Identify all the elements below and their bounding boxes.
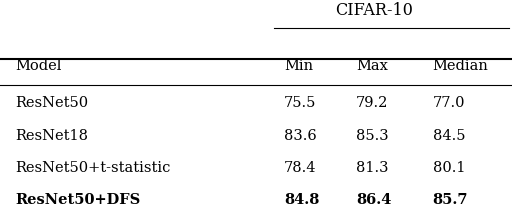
Text: ResNet50: ResNet50	[15, 96, 89, 110]
Text: ResNet50+DFS: ResNet50+DFS	[15, 193, 141, 207]
Text: ResNet50+t-statistic: ResNet50+t-statistic	[15, 161, 170, 175]
Text: 81.3: 81.3	[356, 161, 388, 175]
Text: ResNet18: ResNet18	[15, 129, 89, 143]
Text: 85.3: 85.3	[356, 129, 389, 143]
Text: 80.1: 80.1	[433, 161, 465, 175]
Text: 85.7: 85.7	[433, 193, 468, 207]
Text: 75.5: 75.5	[284, 96, 316, 110]
Text: 84.8: 84.8	[284, 193, 319, 207]
Text: 84.5: 84.5	[433, 129, 465, 143]
Text: 77.0: 77.0	[433, 96, 465, 110]
Text: Median: Median	[433, 59, 488, 73]
Text: Max: Max	[356, 59, 388, 73]
Text: CIFAR-10: CIFAR-10	[335, 2, 413, 19]
Text: Model: Model	[15, 59, 62, 73]
Text: 79.2: 79.2	[356, 96, 388, 110]
Text: Min: Min	[284, 59, 313, 73]
Text: 86.4: 86.4	[356, 193, 391, 207]
Text: 78.4: 78.4	[284, 161, 316, 175]
Text: 83.6: 83.6	[284, 129, 317, 143]
